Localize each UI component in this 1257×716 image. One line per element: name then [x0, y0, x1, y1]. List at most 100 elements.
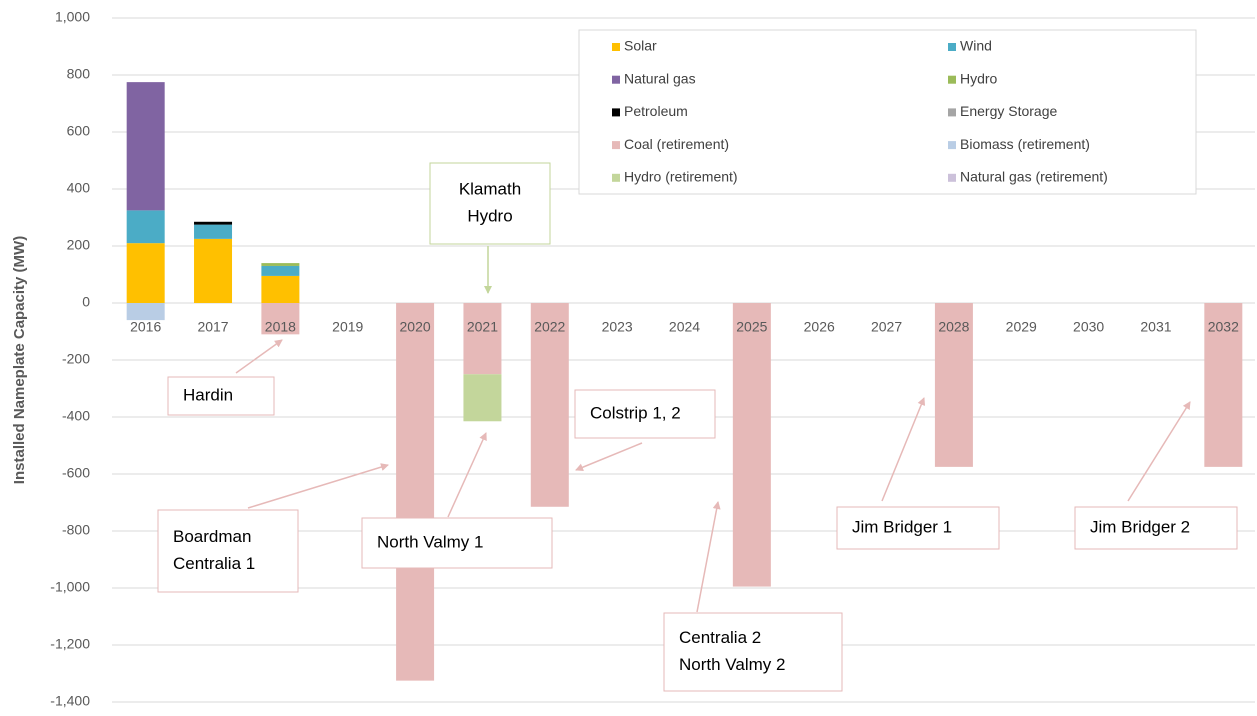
legend: Solar Wind Natural gas Hydro Petroleum Energy… [578, 29, 1197, 195]
annotation: Boardman Centralia 1 [157, 463, 389, 593]
bar-segment [463, 303, 502, 375]
bar-segment [194, 221, 233, 225]
bar-segment [126, 303, 165, 321]
annotation-arrow [1127, 401, 1191, 502]
legend-swatch [948, 108, 956, 117]
legend-label: Hydro (retirement) [624, 169, 738, 185]
y-tick-label: 600 [67, 123, 91, 139]
legend-label: Wind [960, 38, 992, 54]
legend-label: Natural gas (retirement) [960, 169, 1108, 185]
bar-segment [261, 263, 300, 266]
legend-label: Petroleum [624, 103, 688, 119]
bar-segment [934, 303, 973, 467]
bar-segment [194, 238, 233, 303]
annotation-text: Hardin [183, 385, 233, 404]
annotation: Jim Bridger 2 [1074, 401, 1238, 550]
x-tick-label: 2018 [265, 319, 296, 335]
annotation-arrow [881, 397, 926, 502]
annotation: Colstrip 1, 2 [574, 389, 716, 472]
annotation: North Valmy 1 [361, 432, 553, 569]
annotation-arrow [235, 339, 283, 374]
legend-swatch [612, 75, 620, 84]
annotation-box [429, 162, 551, 245]
y-tick-label: -1,200 [50, 636, 90, 652]
x-tick-label: 2029 [1006, 319, 1037, 335]
annotation-text: Colstrip 1, 2 [590, 403, 681, 422]
grid [112, 17, 1255, 703]
bar-segment [194, 224, 233, 239]
annotation: Klamath Hydro [429, 162, 551, 294]
x-tick-label: 2019 [332, 319, 363, 335]
bar-segment [261, 275, 300, 303]
annotation-text: Boardman [173, 527, 251, 546]
x-tick-label: 2021 [467, 319, 498, 335]
y-tick-label: -200 [62, 351, 90, 367]
annotation-box [663, 612, 843, 692]
annotation-box [361, 517, 553, 569]
bar-segment [126, 210, 165, 244]
y-tick-label: 800 [67, 66, 91, 82]
x-tick-label: 2031 [1140, 319, 1171, 335]
y-tick-label: -400 [62, 408, 90, 424]
annotation-text: North Valmy 2 [679, 655, 785, 674]
x-tick-label: 2026 [804, 319, 835, 335]
x-tick-label: 2017 [197, 319, 228, 335]
legend-swatch [612, 141, 620, 150]
legend-swatch [948, 43, 956, 51]
bar-segment [530, 303, 569, 507]
annotation-box [167, 376, 275, 416]
x-tick-label: 2024 [669, 319, 700, 335]
bar-segment [732, 303, 771, 587]
y-tick-label: -800 [62, 522, 90, 538]
legend-label: Natural gas [624, 70, 696, 86]
y-tick-label: -1,000 [50, 579, 90, 595]
annotation-box [1074, 506, 1238, 550]
annotation-box [836, 506, 1000, 550]
legend-label: Coal (retirement) [624, 136, 729, 152]
x-tick-label: 2023 [602, 319, 633, 335]
annotation-box [574, 389, 716, 439]
y-tick-label: -1,400 [50, 693, 90, 709]
y-axis-title: Installed Nameplate Capacity (MW) [11, 236, 28, 484]
x-tick-label: 2022 [534, 319, 565, 335]
annotation-text: Jim Bridger 2 [1090, 517, 1190, 536]
annotation: Jim Bridger 1 [836, 397, 1000, 550]
annotation-text: Centralia 2 [679, 628, 761, 647]
legend-swatch [948, 173, 956, 182]
legend-swatch [948, 75, 956, 84]
x-tick-label: 2016 [130, 319, 161, 335]
x-tick-label: 2032 [1208, 319, 1239, 335]
legend-label: Biomass (retirement) [960, 136, 1090, 152]
y-tick-label: 200 [67, 237, 91, 253]
bar-segment [126, 243, 165, 303]
legend-swatch [948, 141, 956, 150]
annotation-box [157, 509, 299, 593]
annotation-arrow [575, 442, 643, 472]
legend-label: Hydro [960, 70, 998, 86]
annotation-text: Klamath [459, 179, 521, 198]
annotation: Centralia 2 North Valmy 2 [663, 501, 843, 692]
annotation-text: Jim Bridger 1 [852, 517, 952, 536]
legend-swatch [612, 108, 620, 117]
x-tick-label: 2030 [1073, 319, 1104, 335]
legend-box [578, 29, 1197, 195]
legend-label: Solar [624, 38, 657, 54]
legend-label: Energy Storage [960, 103, 1057, 119]
annotation-arrow [447, 432, 487, 518]
annotation-text: Centralia 1 [173, 554, 255, 573]
x-tick-label: 2027 [871, 319, 902, 335]
bar-segment [261, 265, 300, 276]
annotation-text: Hydro [467, 206, 512, 225]
bar-segment [463, 374, 502, 422]
annotation-arrow [247, 463, 389, 509]
y-tick-label: 0 [82, 294, 90, 310]
annotation: Hardin [167, 339, 283, 416]
bar-segment [126, 82, 165, 211]
y-tick-label: 1,000 [55, 9, 90, 25]
bar-segment [396, 303, 435, 681]
x-tick-label: 2025 [736, 319, 767, 335]
x-tick-label: 2028 [938, 319, 969, 335]
legend-swatch [612, 43, 620, 51]
x-tick-label: 2020 [400, 319, 431, 335]
